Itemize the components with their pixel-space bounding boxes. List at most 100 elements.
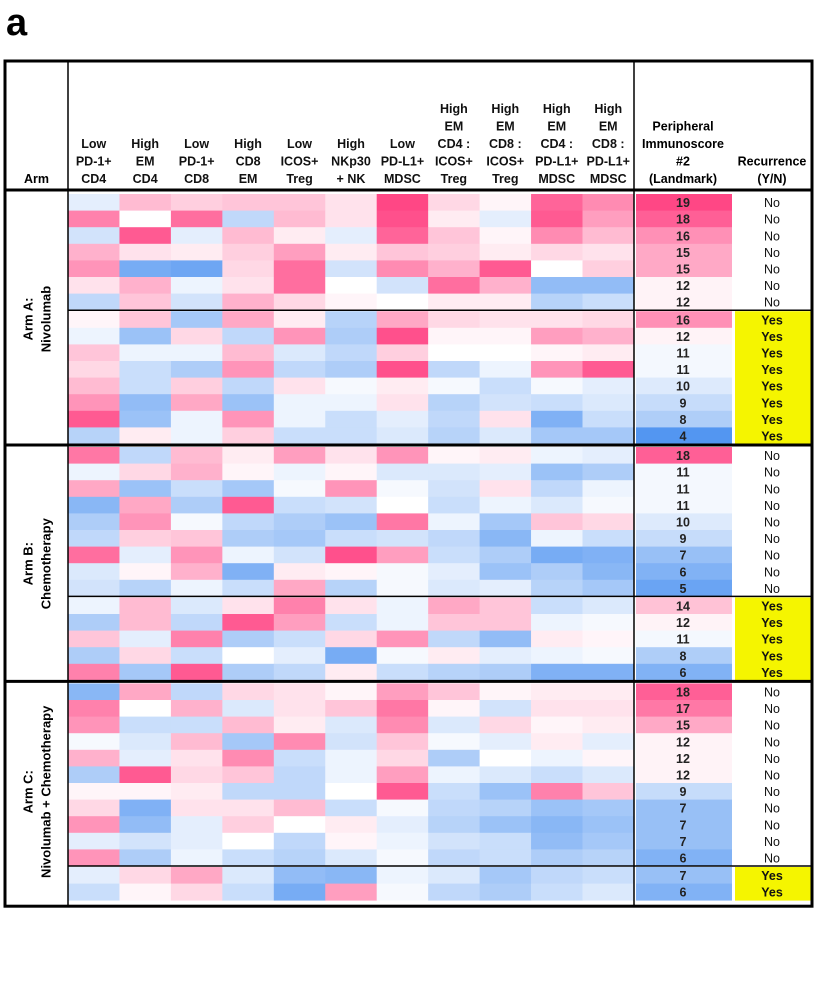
heatmap-cell (273, 799, 326, 817)
heatmap-cell (376, 194, 429, 211)
heatmap-cell (428, 410, 480, 428)
heatmap-cell (582, 579, 635, 597)
heatmap-cell (325, 377, 378, 395)
heatmap-cell (582, 410, 635, 428)
heatmap-cell (273, 647, 326, 665)
heatmap-cell (222, 716, 275, 734)
heatmap-cell (582, 361, 635, 378)
heatmap-cell (119, 783, 172, 800)
heatmap-cell (325, 766, 378, 784)
heatmap-cell (119, 663, 172, 681)
heatmap-cell (222, 377, 275, 395)
recurrence-yes-cell (735, 377, 812, 395)
score-value: 19 (676, 196, 690, 210)
score-cell (636, 630, 732, 648)
heatmap-cell (170, 816, 223, 834)
score-value: 11 (676, 466, 689, 480)
heatmap-cell (273, 733, 326, 751)
heatmap-cell (479, 867, 532, 884)
heatmap-cell (582, 563, 635, 581)
heatmap-cell (376, 344, 429, 362)
heatmap-cell (428, 377, 480, 395)
heatmap-cell (428, 647, 480, 665)
heatmap-cell (119, 311, 172, 329)
heatmap-cell (531, 783, 583, 800)
score-cell (636, 783, 732, 800)
heatmap-cell (222, 783, 275, 800)
heatmap-cell (68, 277, 120, 294)
heatmap-cell (582, 630, 635, 648)
heatmap-cell (428, 766, 480, 784)
heatmap-cell (531, 733, 583, 751)
heatmap-cell (68, 647, 120, 665)
arm-label: Nivolumab (39, 286, 54, 353)
heatmap-cell (582, 783, 635, 800)
heatmap-cell (428, 832, 480, 850)
heatmap-cell (531, 716, 583, 734)
heatmap-cell (68, 427, 120, 445)
score-cell (636, 683, 732, 701)
heatmap-cell (376, 597, 429, 615)
heatmap-cell (222, 597, 275, 615)
column-header: MDSC (590, 172, 627, 186)
heatmap-cell (582, 194, 635, 211)
heatmap-cell (325, 361, 378, 378)
score-value: 14 (676, 600, 690, 614)
heatmap-cell (428, 463, 480, 481)
heatmap-cell (428, 194, 480, 211)
heatmap-cell (222, 799, 275, 817)
heatmap-cell (273, 260, 326, 278)
heatmap-cell (428, 427, 480, 445)
score-cell (636, 816, 732, 834)
column-header: Treg (286, 172, 312, 186)
heatmap-cell (222, 683, 275, 701)
heatmap-cell (68, 361, 120, 378)
heatmap-cell (479, 361, 532, 378)
heatmap-cell (479, 194, 532, 211)
recurrence-value: No (764, 752, 780, 766)
heatmap-cell (273, 463, 326, 481)
heatmap-cell (170, 630, 223, 648)
heatmap-cell (273, 377, 326, 395)
score-value: 17 (676, 702, 690, 716)
heatmap-cell (325, 210, 378, 228)
score-cell (636, 563, 732, 581)
recurrence-yes-cell (735, 344, 812, 362)
heatmap-cell (119, 816, 172, 834)
heatmap-cell (170, 799, 223, 817)
heatmap-cell (170, 579, 223, 597)
heatmap-cell (582, 277, 635, 294)
heatmap-cell (531, 496, 583, 514)
heatmap-cell (479, 480, 532, 498)
panel-letter: a (6, 2, 28, 44)
heatmap-cell (273, 783, 326, 800)
heatmap-cell (376, 733, 429, 751)
column-header: ICOS+ (281, 155, 319, 169)
score-value: 15 (676, 263, 690, 277)
heatmap-cell (68, 816, 120, 834)
heatmap-cell (582, 344, 635, 362)
column-header: PD-L1+ (587, 155, 630, 169)
heatmap-cell (531, 260, 583, 278)
heatmap-cell (170, 867, 223, 884)
column-header: Treg (492, 172, 518, 186)
heatmap-cell (170, 513, 223, 531)
heatmap-cell (325, 700, 378, 717)
heatmap-cell (428, 394, 480, 412)
recurrence-value: No (764, 852, 780, 866)
column-header: EM (239, 172, 258, 186)
heatmap-cell (325, 630, 378, 648)
heatmap-cell (531, 630, 583, 648)
heatmap-cell (428, 716, 480, 734)
heatmap-cell (222, 579, 275, 597)
score-value: 12 (676, 735, 690, 749)
heatmap-cell (119, 799, 172, 817)
heatmap-cell (479, 883, 532, 901)
column-header: Low (390, 137, 415, 151)
recurrence-yes-cell (735, 361, 812, 378)
heatmap-cell (170, 344, 223, 362)
heatmap-cell (376, 799, 429, 817)
recurrence-value: No (764, 499, 780, 513)
heatmap-cell (273, 513, 326, 531)
